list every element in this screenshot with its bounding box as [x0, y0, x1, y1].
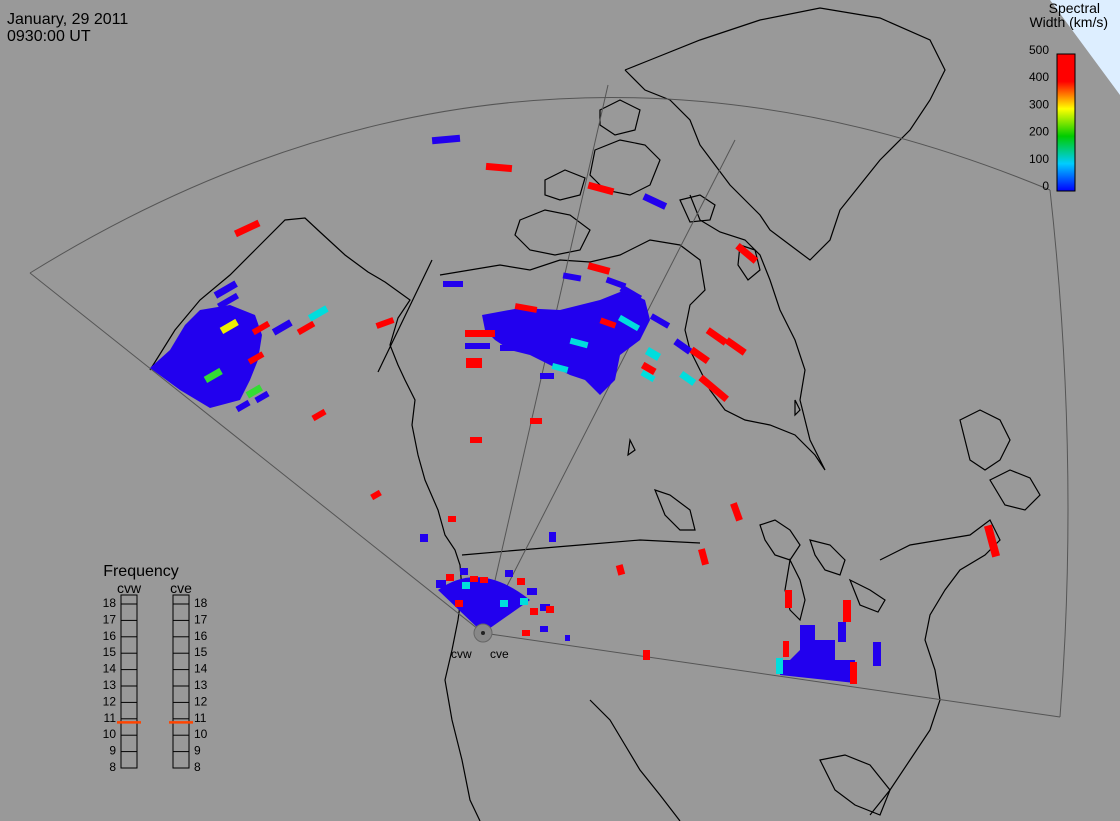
frequency-scale: 18 18 17 17 16 16 15 15 14 14 13 13 12 12 11 11 10 10 9 9 8 8: [103, 594, 208, 774]
frequency-panel: Frequency cvw cve 18 18 17 17 16 16 15 15 14 14 13…: [103, 563, 208, 774]
colorbar-tick-label: 300: [1029, 97, 1049, 111]
colorbar-tick-label: 200: [1029, 125, 1049, 139]
frequency-scale-label-left: 8: [109, 760, 116, 774]
frequency-column-cve: [172, 594, 190, 769]
frequency-scale-label-left: 10: [103, 727, 117, 741]
frequency-scale-label-left: 11: [104, 711, 117, 725]
colorbar-ticks: 500 400 300 200 100 0: [1029, 43, 1049, 193]
colorbar-gradient: [1056, 53, 1076, 192]
colorbar-tick-label: 400: [1029, 70, 1049, 84]
time-label: 0930:00 UT: [7, 28, 91, 45]
borders: [377, 259, 701, 556]
radar-site-marker: [473, 623, 493, 643]
scatter-cells: [150, 134, 1001, 684]
frequency-scale-label-left: 12: [103, 694, 117, 708]
coastlines: [149, 7, 1041, 821]
frequency-scale-label-left: 18: [103, 596, 117, 610]
date-label: January, 29 2011: [7, 11, 128, 28]
frequency-scale-label-left: 14: [103, 662, 117, 676]
frequency-scale-label-right: 8: [194, 760, 201, 774]
frequency-column-cvw: [120, 594, 138, 769]
frequency-scale-label-left: 13: [103, 678, 117, 692]
frequency-scale-label-right: 17: [194, 612, 208, 626]
colorbar-tick-label: 0: [1042, 179, 1049, 193]
frequency-scale-label-right: 11: [194, 711, 207, 725]
frequency-scale-label-left: 16: [103, 629, 117, 643]
frequency-scale-label-right: 14: [194, 662, 208, 676]
frequency-scale-label-right: 18: [194, 596, 208, 610]
colorbar-tick-label: 500: [1029, 43, 1049, 57]
corner-fill: [1050, 0, 1120, 95]
station-label-west: cvw: [451, 647, 472, 661]
frequency-title: Frequency: [103, 563, 179, 580]
colorbar-tick-label: 100: [1029, 152, 1049, 166]
colorbar-legend: Spectral Width (km/s) 500 400 300 200 100 0: [1029, 0, 1108, 193]
frequency-scale-label-left: 17: [103, 612, 117, 626]
frequency-scale-label-right: 12: [194, 694, 208, 708]
frequency-right-label: cve: [170, 580, 192, 596]
colorbar-title-line2: Width (km/s): [1029, 14, 1108, 30]
frequency-scale-label-right: 16: [194, 629, 208, 643]
frequency-scale-label-right: 15: [194, 645, 208, 659]
frequency-scale-label-right: 10: [194, 727, 208, 741]
frequency-scale-label-right: 9: [194, 744, 201, 758]
frequency-left-label: cvw: [117, 580, 142, 596]
frequency-scale-label-right: 13: [194, 678, 208, 692]
colorbar-title-line1: Spectral: [1049, 0, 1100, 16]
station-label-east: cve: [490, 647, 509, 661]
frequency-scale-label-left: 15: [103, 645, 117, 659]
frequency-scale-label-left: 9: [109, 744, 116, 758]
